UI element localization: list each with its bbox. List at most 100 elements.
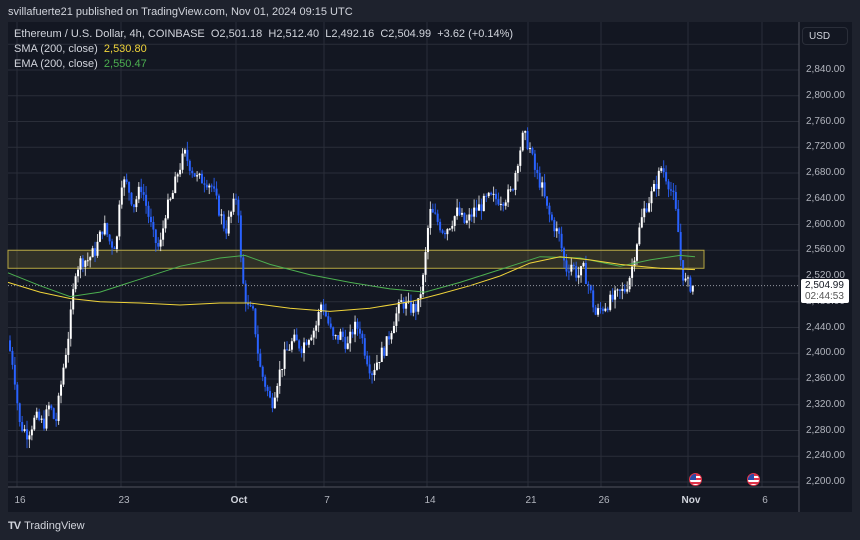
time-tick-label: Nov — [681, 495, 701, 506]
candle-body — [587, 283, 590, 286]
candle-body — [648, 203, 651, 212]
candle-body — [614, 290, 617, 300]
candle-body — [111, 241, 114, 248]
ema-200-line — [7, 254, 696, 298]
candle-body — [412, 303, 415, 313]
candle-body — [460, 212, 463, 215]
time-tick-label: 6 — [762, 495, 768, 506]
candle-body — [582, 262, 585, 267]
us-flag-event-icon[interactable] — [747, 473, 760, 486]
candle-body — [164, 218, 167, 229]
candle-body — [604, 308, 607, 311]
ema-indicator-row[interactable]: EMA (200, close) 2,550.47 — [14, 57, 513, 72]
candle-body — [655, 183, 658, 189]
candle-body — [77, 269, 80, 277]
candle-body — [239, 215, 242, 258]
candle-body — [213, 186, 216, 189]
tradingview-brand[interactable]: TV TradingView — [8, 520, 85, 532]
sma-indicator-row[interactable]: SMA (200, close) 2,530.80 — [14, 42, 513, 57]
candle-body — [89, 257, 92, 261]
candle-body — [288, 349, 291, 351]
candle-body — [166, 199, 169, 219]
candle-body — [176, 174, 179, 177]
candle-body — [169, 198, 172, 200]
candle-body — [67, 338, 70, 355]
candle-body — [273, 397, 276, 409]
candle-body — [21, 422, 24, 431]
candle-body — [130, 192, 133, 205]
candle-body — [225, 228, 228, 234]
candle-body — [356, 321, 359, 329]
candle-body — [397, 302, 400, 314]
candle-body — [62, 367, 65, 385]
candle-body — [594, 307, 597, 315]
currency-button[interactable]: USD — [802, 27, 848, 45]
candle-body — [40, 418, 43, 420]
candle-body — [669, 189, 672, 191]
candle-body — [375, 362, 378, 370]
tradingview-logo-icon: TV — [8, 520, 21, 532]
candle-body — [227, 216, 230, 234]
candle-body — [640, 217, 643, 228]
candle-body — [101, 231, 104, 235]
candle-body — [623, 288, 626, 292]
candle-body — [332, 327, 335, 336]
sma-value: 2,530.80 — [103, 43, 147, 55]
candle-body — [679, 232, 682, 261]
symbol-row[interactable]: Ethereum / U.S. Dollar, 4h, COINBASE O2,… — [14, 27, 513, 42]
candle-body — [320, 304, 323, 313]
candle-body — [276, 385, 279, 398]
candle-body — [55, 418, 58, 421]
candle-body — [392, 325, 395, 334]
close-value: C2,504.99 — [380, 28, 432, 40]
candle-body — [91, 248, 94, 258]
candle-body — [324, 311, 327, 317]
candle-body — [405, 301, 408, 309]
time-tick-label: 7 — [324, 495, 330, 506]
candle-body — [135, 199, 138, 208]
last-price-value: 2,504.99 — [805, 280, 844, 291]
change-value: +3.62 (+0.14%) — [437, 28, 514, 40]
candle-body — [307, 340, 310, 345]
candle-body — [682, 260, 685, 281]
candle-body — [548, 205, 551, 215]
candle-body — [200, 173, 203, 184]
candle-body — [295, 334, 298, 341]
candle-body — [390, 333, 393, 340]
candle-body — [305, 342, 308, 345]
candle-body — [441, 230, 444, 233]
candle-body — [380, 347, 383, 362]
candle-body — [577, 275, 580, 278]
candle-body — [252, 306, 254, 309]
candle-body — [145, 194, 148, 206]
candle-body — [205, 184, 208, 188]
candle-body — [361, 333, 364, 339]
candle-body — [149, 216, 152, 223]
candle-body — [23, 429, 26, 431]
candle-body — [490, 192, 493, 195]
candle-body — [388, 336, 391, 340]
candle-body — [230, 211, 233, 217]
candle-body — [281, 368, 284, 370]
open-value: O2,501.18 — [210, 28, 263, 40]
brand-label: TradingView — [24, 520, 85, 532]
candle-body — [368, 364, 371, 374]
candle-body — [30, 429, 33, 436]
candle-body — [509, 189, 512, 191]
us-flag-event-icon[interactable] — [689, 473, 702, 486]
candle-body — [11, 350, 14, 365]
candle-body — [152, 222, 155, 230]
candle-body — [310, 337, 313, 341]
candle-body — [662, 168, 665, 173]
candle-body — [635, 244, 638, 261]
candle-body — [249, 305, 252, 307]
candle-body — [422, 274, 425, 295]
candle-body — [366, 355, 369, 365]
candle-body — [616, 289, 619, 291]
price-tick-label: 2,560.00 — [806, 244, 845, 256]
price-tick-label: 2,520.00 — [806, 270, 845, 281]
candle-body — [468, 214, 471, 221]
price-tick-label: 2,400.00 — [806, 347, 845, 359]
candle-body — [618, 289, 621, 291]
